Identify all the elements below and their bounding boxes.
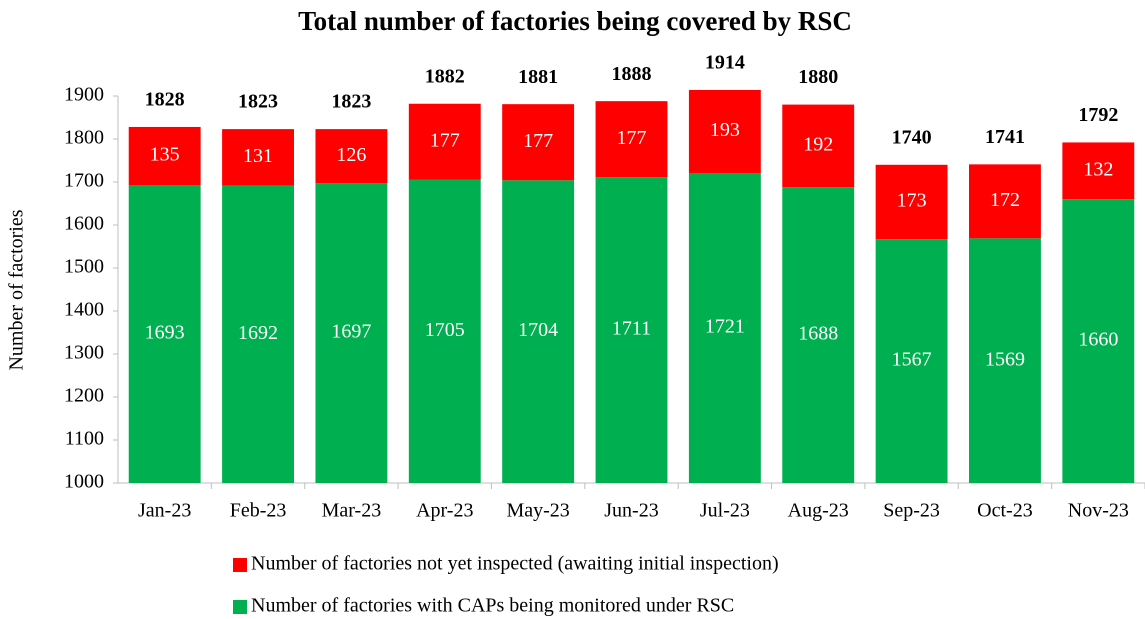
data-label: 1660 [1078,329,1118,351]
x-tick-label: Feb-23 [230,500,287,522]
total-label: 1741 [985,126,1025,148]
bar-segment [128,185,201,483]
data-label: 173 [897,190,927,212]
bar-segment [315,183,388,484]
x-tick-label: Nov-23 [1068,500,1129,522]
bar-segment [595,177,668,483]
total-label: 1888 [612,63,652,85]
y-tick-label: 1100 [65,428,104,450]
data-label: 172 [990,189,1020,211]
data-label: 126 [336,144,366,166]
data-label: 1711 [612,318,651,340]
total-label: 1914 [705,52,745,74]
total-label: 1823 [331,91,371,113]
bar-segment [969,164,1041,239]
data-label: 1692 [238,322,278,344]
bar-segment [222,185,294,483]
y-tick-label: 1900 [64,84,104,106]
bar-segment [502,104,575,181]
bar-segment [688,172,761,483]
data-label: 1721 [705,316,745,338]
x-tick-label: May-23 [506,500,569,522]
x-tick-label: Mar-23 [322,500,382,522]
y-tick-label: 1300 [64,342,104,364]
legend-label: Number of factories not yet inspected (a… [251,553,779,575]
total-label: 1792 [1078,104,1118,126]
data-label: 135 [150,144,180,166]
data-label: 131 [243,145,273,167]
data-label: 1705 [425,319,465,341]
bar-segment [782,187,855,483]
x-tick-label: Jan-23 [138,500,191,522]
total-label: 1823 [238,91,278,113]
data-label: 192 [803,133,833,155]
y-tick-label: 1600 [64,213,104,235]
bar-segment [688,89,761,173]
total-label: 1880 [798,66,838,88]
x-tick-label: Aug-23 [788,500,849,522]
bar-segment [315,129,388,184]
data-label: 1704 [518,319,558,341]
data-label: 177 [430,129,460,151]
data-label: 1697 [331,321,371,343]
data-label: 1569 [985,348,1025,370]
chart-title: Total number of factories being covered … [298,6,852,36]
legend-swatch [233,600,247,614]
total-label: 1828 [145,89,185,111]
bar-segment [128,126,201,186]
y-axis-label: Number of factories [6,209,28,370]
total-label: 1881 [518,66,558,88]
bar-segment [502,180,575,483]
bar-segment [875,164,948,240]
bar-segment [782,104,855,188]
bar-segment [408,179,481,483]
data-label: 193 [710,119,740,141]
x-tick-label: Jun-23 [604,500,658,522]
data-label: 132 [1083,158,1113,180]
data-label: 177 [523,130,553,152]
bar-segment [875,239,948,483]
bar-segment [1062,142,1135,200]
x-tick-label: Oct-23 [977,500,1033,522]
x-tick-label: Apr-23 [416,500,473,522]
y-tick-label: 1200 [64,385,104,407]
data-label: 1693 [145,322,185,344]
y-tick-label: 1800 [64,127,104,149]
bar-segment [222,129,294,186]
x-tick-label: Jul-23 [700,500,750,522]
bar-segment [1062,199,1135,483]
total-label: 1740 [892,126,932,148]
legend-label: Number of factories with CAPs being moni… [251,595,734,617]
data-label: 177 [617,127,647,149]
legend-swatch [233,558,247,572]
x-tick-label: Sep-23 [883,500,940,522]
total-label: 1882 [425,65,465,87]
data-label: 1567 [892,349,932,371]
y-tick-label: 1700 [64,170,104,192]
bar-segment [595,101,668,178]
data-label: 1688 [798,323,838,345]
bar-segment [408,103,481,180]
y-tick-label: 1500 [64,256,104,278]
y-tick-label: 1400 [64,299,104,321]
bar-segment [969,238,1041,483]
y-tick-label: 1000 [64,471,104,493]
